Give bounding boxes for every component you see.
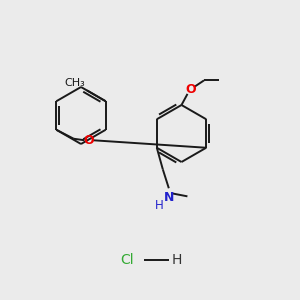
Text: H: H [172, 253, 182, 266]
Text: H: H [155, 199, 164, 212]
Text: Cl: Cl [121, 253, 134, 266]
Text: O: O [83, 134, 94, 147]
Text: CH₃: CH₃ [64, 78, 85, 88]
Text: N: N [164, 191, 174, 204]
Text: O: O [185, 83, 196, 96]
